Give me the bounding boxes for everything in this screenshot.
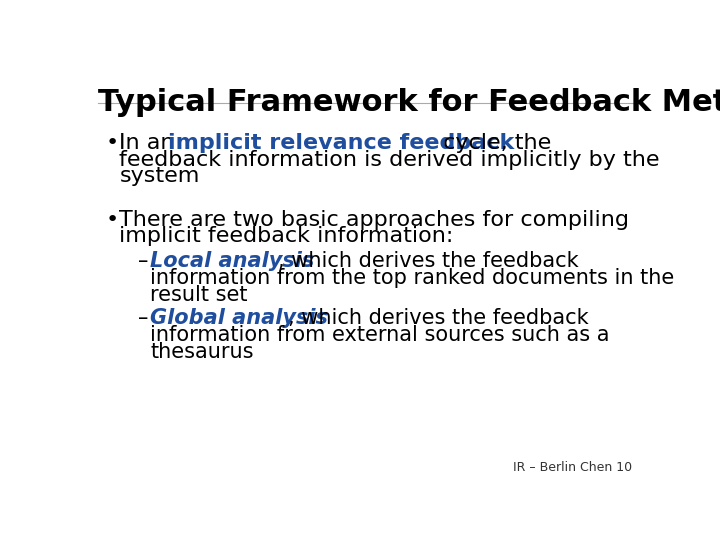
Text: IR – Berlin Chen 10: IR – Berlin Chen 10 <box>513 462 632 475</box>
Text: In an: In an <box>120 132 182 153</box>
Text: There are two basic approaches for compiling: There are two basic approaches for compi… <box>120 210 629 230</box>
Text: implicit relevance feedback: implicit relevance feedback <box>168 132 514 153</box>
Text: result set: result set <box>150 285 248 305</box>
Text: , which derives the feedback: , which derives the feedback <box>278 251 578 271</box>
Text: •: • <box>106 210 119 230</box>
Text: •: • <box>106 132 119 153</box>
Text: system: system <box>120 166 200 186</box>
Text: –: – <box>138 251 148 271</box>
Text: information from external sources such as a: information from external sources such a… <box>150 325 610 345</box>
Text: feedback information is derived implicitly by the: feedback information is derived implicit… <box>120 150 660 170</box>
Text: cycle, the: cycle, the <box>436 132 552 153</box>
Text: , which derives the feedback: , which derives the feedback <box>288 308 589 328</box>
Text: implicit feedback information:: implicit feedback information: <box>120 226 454 246</box>
Text: information from the top ranked documents in the: information from the top ranked document… <box>150 268 675 288</box>
Text: Global analysis: Global analysis <box>150 308 328 328</box>
Text: Local analysis: Local analysis <box>150 251 315 271</box>
Text: –: – <box>138 308 148 328</box>
Text: thesaurus: thesaurus <box>150 342 254 362</box>
Text: Typical Framework for Feedback Methods (cont.): Typical Framework for Feedback Methods (… <box>98 88 720 117</box>
